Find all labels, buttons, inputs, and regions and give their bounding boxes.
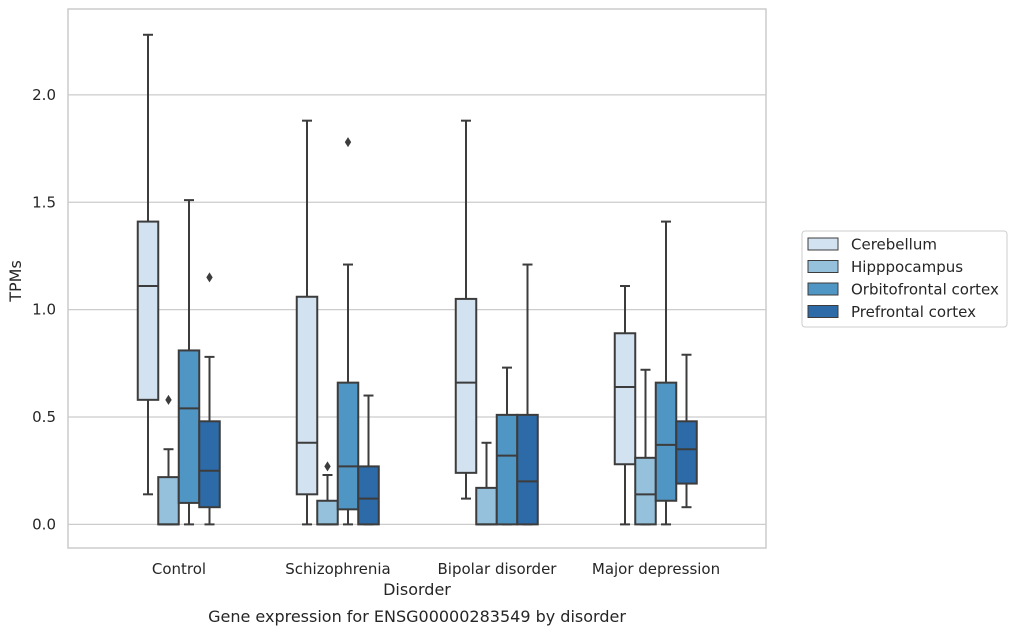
plot-area bbox=[136, 33, 698, 526]
box-body bbox=[634, 456, 657, 526]
box-prefrontal-cortex-bipolar-disorder bbox=[516, 263, 539, 526]
box-orbitofrontal-cortex-schizophrenia bbox=[336, 137, 360, 526]
legend-swatch bbox=[807, 305, 839, 318]
box-body bbox=[198, 420, 221, 509]
box-cerebellum-control bbox=[136, 33, 160, 496]
box-body bbox=[654, 381, 678, 502]
box-body bbox=[136, 220, 160, 401]
box-cerebellum-major-depression bbox=[613, 285, 637, 526]
legend-frame bbox=[801, 230, 1008, 328]
x-axis-label: Disorder bbox=[383, 580, 451, 599]
box-prefrontal-cortex-schizophrenia bbox=[357, 394, 380, 526]
box-body bbox=[475, 486, 498, 526]
legend-label: Orbitofrontal cortex bbox=[851, 281, 999, 299]
y-tick-label: 2.0 bbox=[32, 86, 56, 104]
box-orbitofrontal-cortex-bipolar-disorder bbox=[495, 366, 519, 526]
legend-label: Cerebellum bbox=[851, 236, 937, 254]
legend-swatch bbox=[807, 260, 839, 273]
box-hipppocampus-control bbox=[157, 394, 180, 526]
box-prefrontal-cortex-control bbox=[198, 272, 221, 526]
legend: Cerebellum Hipppocampus Orbitofrontal cort… bbox=[801, 230, 1008, 328]
box-hipppocampus-schizophrenia bbox=[316, 461, 339, 526]
y-tick-label: 1.5 bbox=[32, 193, 56, 211]
box-cerebellum-bipolar-disorder bbox=[454, 119, 478, 500]
box-body bbox=[316, 499, 339, 526]
box-body bbox=[357, 465, 380, 526]
box-body bbox=[157, 476, 180, 526]
legend-swatch bbox=[807, 237, 839, 251]
box-body bbox=[613, 332, 637, 466]
y-tick-label: 0.0 bbox=[32, 515, 56, 533]
box-body bbox=[675, 420, 698, 485]
legend-swatch bbox=[807, 282, 839, 296]
x-tick-label: Schizophrenia bbox=[285, 560, 390, 578]
box-body bbox=[295, 295, 319, 496]
box-body bbox=[177, 349, 201, 504]
y-axis-label: TPMs bbox=[6, 260, 25, 303]
y-tick-label: 1.0 bbox=[32, 301, 56, 319]
legend-label: Prefrontal cortex bbox=[851, 303, 976, 321]
plot-frame bbox=[67, 8, 767, 549]
box-hipppocampus-bipolar-disorder bbox=[475, 441, 498, 526]
box-body bbox=[495, 413, 519, 526]
chart-caption: Gene expression for ENSG00000283549 by d… bbox=[208, 607, 626, 626]
outlier-point bbox=[206, 272, 213, 283]
box-body bbox=[454, 297, 478, 474]
outlier-point bbox=[344, 137, 352, 148]
box-body bbox=[516, 413, 539, 526]
box-hipppocampus-major-depression bbox=[634, 368, 657, 526]
box-prefrontal-cortex-major-depression bbox=[675, 353, 698, 509]
box-orbitofrontal-cortex-control bbox=[177, 199, 201, 526]
y-tick-label: 0.5 bbox=[32, 408, 56, 426]
x-axis-ticks: Control Schizophrenia Bipolar disorder Majo… bbox=[152, 560, 720, 578]
box-body bbox=[336, 381, 360, 511]
box-cerebellum-schizophrenia bbox=[295, 119, 319, 526]
legend-label: Hipppocampus bbox=[851, 258, 963, 276]
outlier-point bbox=[324, 461, 331, 472]
y-axis-ticks: 0.0 0.5 1.0 1.5 2.0 bbox=[32, 86, 56, 533]
x-tick-label: Control bbox=[152, 560, 206, 578]
x-tick-label: Bipolar disorder bbox=[438, 560, 558, 578]
x-tick-label: Major depression bbox=[592, 560, 720, 578]
outlier-point bbox=[165, 394, 172, 405]
box-orbitofrontal-cortex-major-depression bbox=[654, 220, 678, 526]
